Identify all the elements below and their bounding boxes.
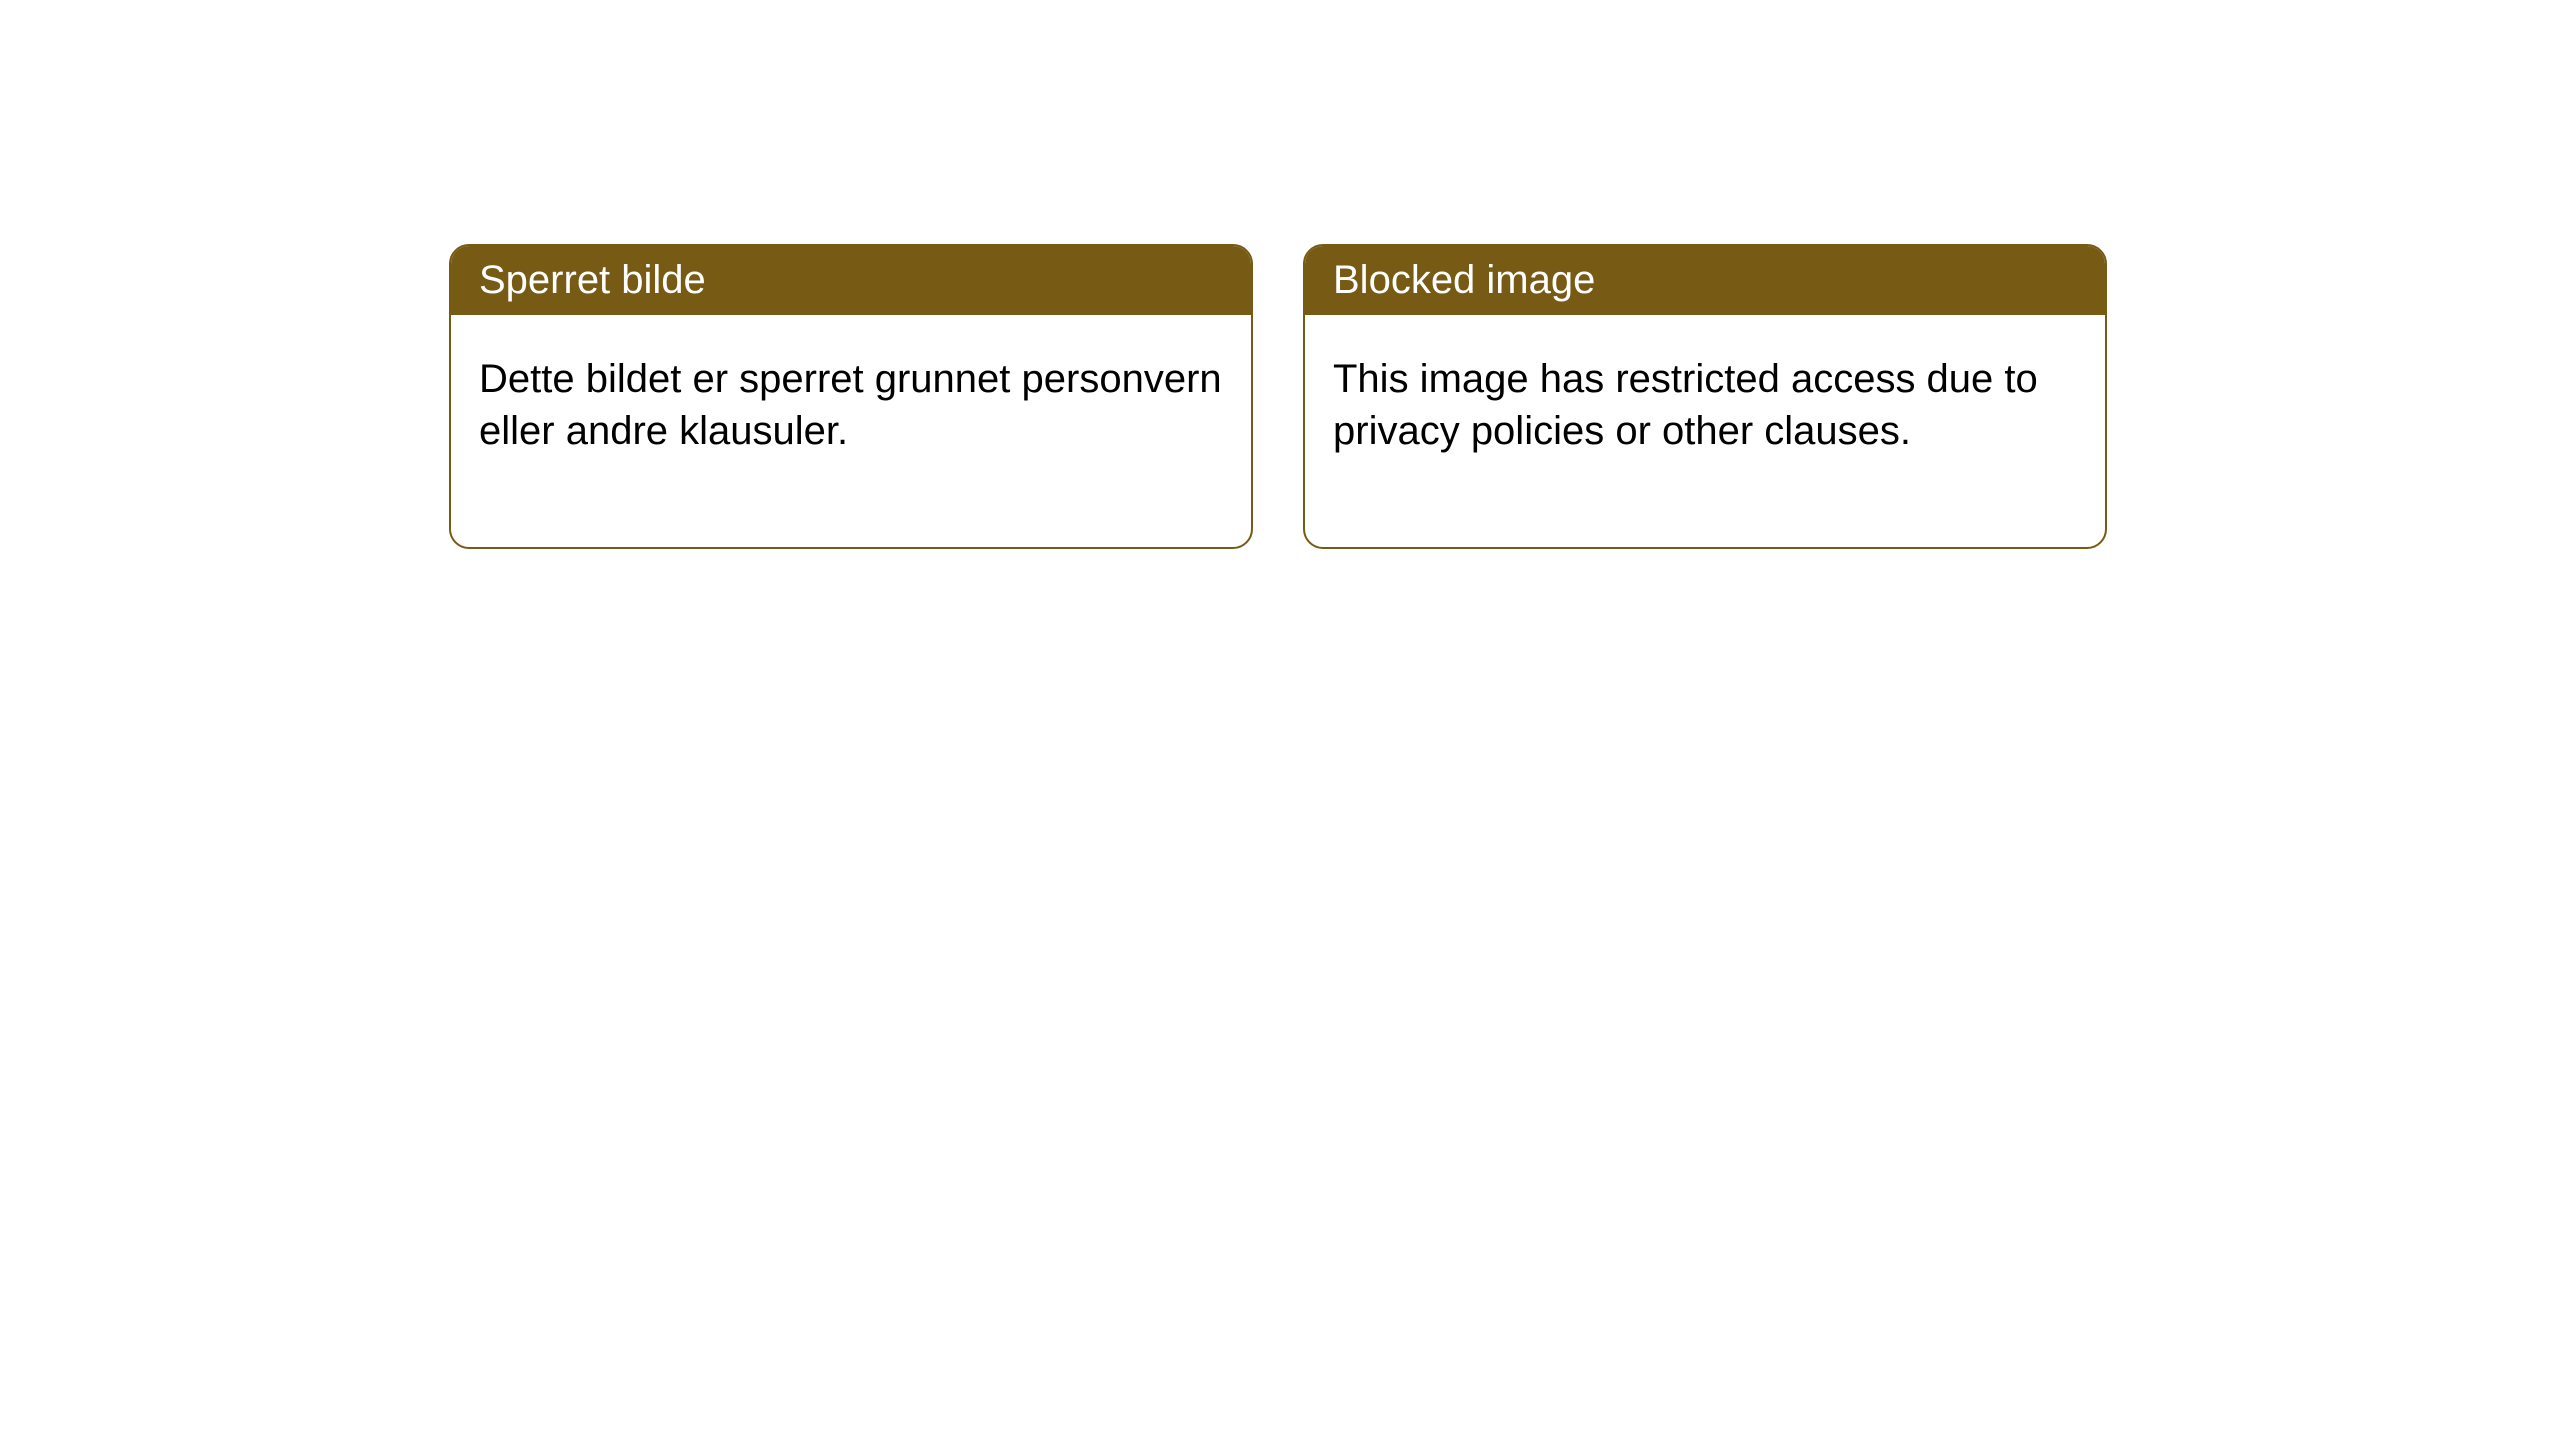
notice-card-body: This image has restricted access due to … [1305, 315, 2105, 547]
notice-card-norwegian: Sperret bilde Dette bildet er sperret gr… [449, 244, 1253, 549]
notice-card-header: Blocked image [1305, 246, 2105, 315]
notice-card-english: Blocked image This image has restricted … [1303, 244, 2107, 549]
notice-card-header: Sperret bilde [451, 246, 1251, 315]
notice-cards-container: Sperret bilde Dette bildet er sperret gr… [0, 0, 2560, 549]
notice-card-body: Dette bildet er sperret grunnet personve… [451, 315, 1251, 547]
